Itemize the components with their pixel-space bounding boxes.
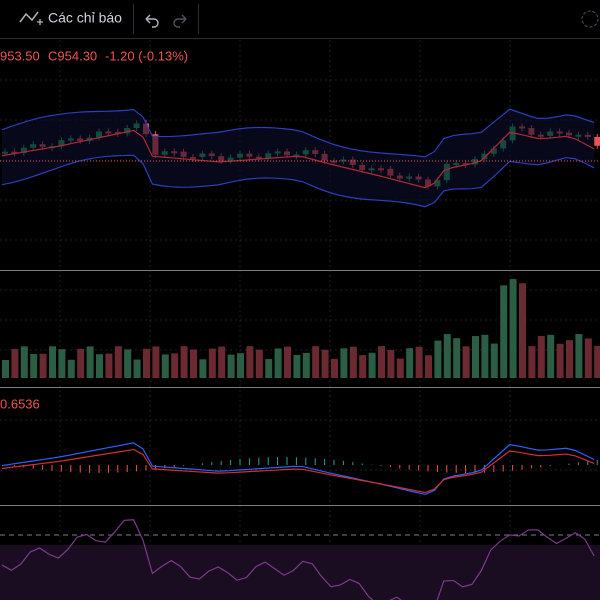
volume-bar (584, 338, 592, 378)
signal-line (1, 448, 595, 494)
volume-bar (500, 285, 508, 378)
volume-bar (190, 349, 197, 378)
volume-bar (509, 279, 517, 378)
indicators-button[interactable]: Các chỉ báo (19, 10, 122, 26)
volume-bar (67, 359, 75, 378)
volume-bar (218, 346, 226, 378)
volume-bar (406, 348, 414, 378)
volume-bar (114, 346, 122, 378)
volume-bar (490, 343, 498, 378)
volume-bar (171, 353, 179, 378)
volume-bar (255, 349, 263, 378)
plots (0, 108, 600, 600)
volume-bar (547, 334, 555, 378)
macd-line (1, 442, 595, 496)
volume-bar (472, 336, 479, 378)
volume-bar (453, 338, 461, 378)
volume-bar (396, 358, 404, 378)
volume-bar (11, 349, 19, 378)
volume-bar (284, 346, 291, 378)
volume-bar (566, 340, 573, 378)
volume-bar (265, 359, 273, 378)
volume-bar (39, 353, 47, 378)
volume-bar (519, 283, 526, 378)
volume-bar (368, 352, 376, 378)
volume-bar (537, 335, 545, 378)
bollinger-fill (2, 109, 595, 207)
volume-bar (246, 346, 254, 378)
volume-bar (161, 354, 169, 378)
macd-value: 0.6536 (0, 396, 40, 411)
screenshot-button[interactable] (581, 10, 599, 28)
indicators-icon (19, 11, 39, 23)
volume-bar (378, 346, 385, 378)
volume-bar (462, 346, 470, 378)
bollinger-basis (1, 129, 595, 189)
close-value: C954.30 (48, 48, 97, 63)
volume-bar (321, 349, 329, 378)
volume-bar (199, 359, 207, 378)
plus-icon (37, 19, 43, 25)
volume-bar (227, 354, 235, 378)
volume-bar (77, 348, 85, 378)
volume-bar (387, 349, 395, 378)
volume-bar (180, 346, 188, 378)
volume-bar (434, 340, 442, 378)
volume-bar (481, 334, 489, 378)
volume-bar (58, 349, 66, 378)
volume-bar (105, 353, 113, 378)
volume-bar (237, 353, 244, 378)
candle (594, 136, 600, 146)
volume-bar (594, 345, 600, 378)
volume-bar (293, 354, 301, 378)
volume-bar (143, 348, 150, 378)
volume-bar (86, 346, 94, 378)
indicators-label: Các chỉ báo (48, 10, 122, 26)
volume-bar (415, 346, 423, 378)
volume-bar (124, 349, 132, 378)
toolbar (0, 0, 600, 38)
rsi-line (1, 519, 595, 600)
rsi-band (0, 545, 600, 600)
volume-bar (152, 346, 160, 378)
redo-button[interactable] (173, 14, 187, 28)
volume-bar (443, 334, 451, 378)
volume-bar (133, 359, 141, 378)
volume-bar (302, 352, 310, 378)
volume-bar (208, 348, 216, 378)
volume-bar (556, 343, 564, 378)
volume-bar (274, 348, 282, 378)
volume-bar (575, 334, 583, 378)
volume-bar (331, 358, 338, 378)
volume-bar (30, 354, 38, 378)
volume-bar (2, 360, 9, 378)
bollinger-lower (1, 154, 595, 208)
volume-bar (20, 346, 28, 378)
volume-bar (359, 355, 367, 378)
volume-bar (49, 346, 56, 378)
bollinger-upper (1, 108, 595, 158)
low-value: 953.50 (0, 48, 40, 63)
volume-bar (340, 348, 348, 378)
change-value: -1.20 (-0.13%) (105, 48, 188, 63)
volume-bar (312, 346, 320, 378)
volume-bar (425, 355, 432, 378)
volume-bar (528, 346, 536, 378)
undo-button[interactable] (145, 14, 159, 28)
volume-bar (349, 346, 357, 378)
volume-bar (96, 354, 103, 378)
